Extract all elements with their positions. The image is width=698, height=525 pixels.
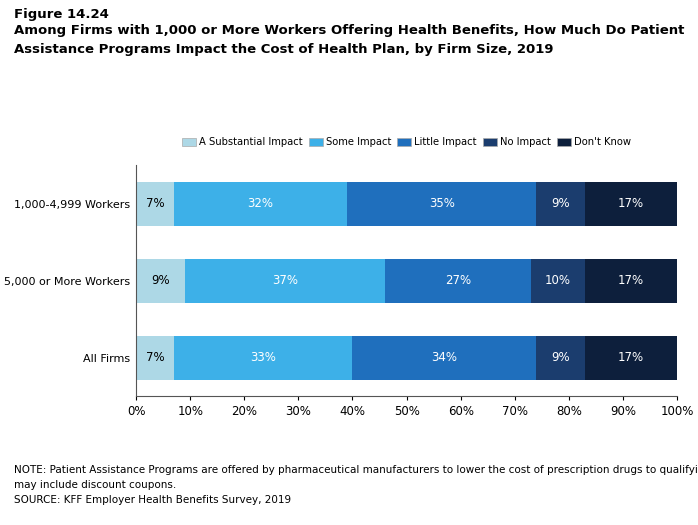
Text: 9%: 9%: [551, 197, 570, 211]
Bar: [531, 258, 585, 303]
Text: NOTE: Patient Assistance Programs are offered by pharmaceutical manufacturers to: NOTE: Patient Assistance Programs are of…: [14, 465, 698, 475]
Bar: [136, 258, 185, 303]
Bar: [352, 335, 536, 380]
Text: SOURCE: KFF Employer Health Benefits Survey, 2019: SOURCE: KFF Employer Health Benefits Sur…: [14, 495, 291, 505]
Text: 27%: 27%: [445, 275, 471, 287]
Text: Assistance Programs Impact the Cost of Health Plan, by Firm Size, 2019: Assistance Programs Impact the Cost of H…: [14, 43, 554, 56]
Text: 9%: 9%: [151, 275, 170, 287]
Text: 17%: 17%: [618, 351, 644, 364]
Bar: [585, 182, 677, 226]
Bar: [185, 258, 385, 303]
Text: may include discount coupons.: may include discount coupons.: [14, 480, 176, 490]
Bar: [536, 182, 585, 226]
Text: 7%: 7%: [146, 351, 164, 364]
Text: 17%: 17%: [618, 197, 644, 211]
Text: Figure 14.24: Figure 14.24: [14, 8, 109, 21]
Text: 9%: 9%: [551, 351, 570, 364]
Bar: [174, 335, 352, 380]
Legend: A Substantial Impact, Some Impact, Little Impact, No Impact, Don't Know: A Substantial Impact, Some Impact, Littl…: [179, 133, 634, 151]
Text: 7%: 7%: [146, 197, 164, 211]
Bar: [385, 258, 531, 303]
Text: 10%: 10%: [545, 275, 571, 287]
Text: 32%: 32%: [248, 197, 274, 211]
Bar: [136, 182, 174, 226]
Text: 35%: 35%: [429, 197, 454, 211]
Text: 37%: 37%: [272, 275, 298, 287]
Text: Among Firms with 1,000 or More Workers Offering Health Benefits, How Much Do Pat: Among Firms with 1,000 or More Workers O…: [14, 24, 684, 37]
Bar: [174, 182, 347, 226]
Text: 17%: 17%: [618, 275, 644, 287]
Bar: [347, 182, 536, 226]
Bar: [136, 335, 174, 380]
Bar: [536, 335, 585, 380]
Text: 34%: 34%: [431, 351, 457, 364]
Bar: [585, 335, 677, 380]
Bar: [585, 258, 677, 303]
Text: 33%: 33%: [251, 351, 276, 364]
